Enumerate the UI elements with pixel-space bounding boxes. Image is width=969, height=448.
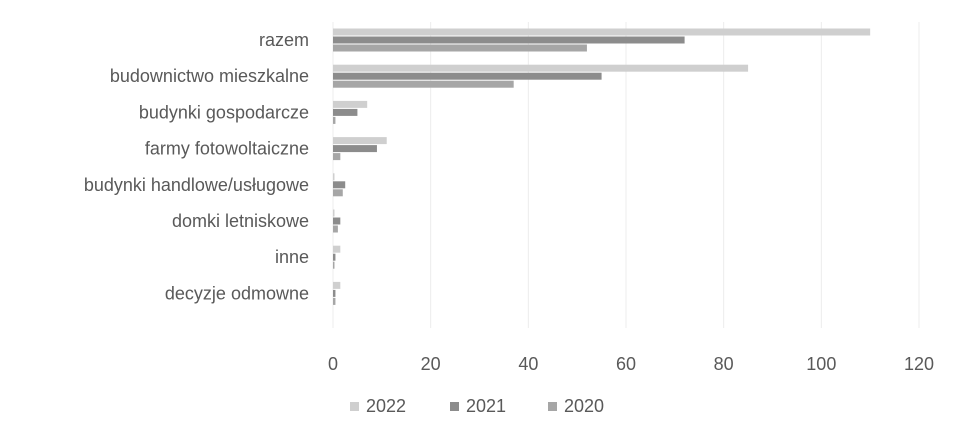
category-label: inne bbox=[275, 247, 309, 267]
bar-2022 bbox=[333, 173, 335, 181]
category-label: razem bbox=[259, 30, 309, 50]
bar-2020 bbox=[333, 225, 338, 233]
bar-2021 bbox=[333, 253, 336, 261]
bar-2021 bbox=[333, 145, 377, 153]
x-tick-label: 100 bbox=[806, 354, 836, 374]
bar-2021 bbox=[333, 36, 685, 44]
category-label: budynki gospodarcze bbox=[139, 102, 309, 122]
category-label: budynki handlowe/usługowe bbox=[84, 175, 309, 195]
bar-2021 bbox=[333, 181, 346, 189]
bar-2022 bbox=[333, 137, 387, 145]
legend-label: 2022 bbox=[366, 396, 406, 416]
bar-2020 bbox=[333, 153, 341, 161]
bars bbox=[333, 28, 871, 305]
bar-2021 bbox=[333, 289, 336, 297]
legend-swatch bbox=[548, 402, 557, 411]
bar-2022 bbox=[333, 281, 341, 289]
x-tick-label: 20 bbox=[421, 354, 441, 374]
legend-label: 2021 bbox=[466, 396, 506, 416]
x-axis-tick-labels: 0 20 40 60 80 100 120 bbox=[328, 354, 934, 374]
legend-label: 2020 bbox=[564, 396, 604, 416]
bar-2021 bbox=[333, 217, 341, 225]
bar-2021 bbox=[333, 72, 602, 80]
x-tick-label: 120 bbox=[904, 354, 934, 374]
category-labels: razem budownictwo mieszkalne budynki gospo… bbox=[84, 30, 309, 303]
bar-2020 bbox=[333, 80, 514, 88]
x-tick-label: 0 bbox=[328, 354, 338, 374]
bar-2020 bbox=[333, 116, 336, 124]
x-tick-label: 60 bbox=[616, 354, 636, 374]
category-label: budownictwo mieszkalne bbox=[110, 66, 309, 86]
x-tick-label: 40 bbox=[518, 354, 538, 374]
bar-2021 bbox=[333, 108, 358, 116]
legend-swatch bbox=[350, 402, 359, 411]
bar-2022 bbox=[333, 100, 368, 108]
bar-2020 bbox=[333, 189, 343, 197]
x-tick-label: 80 bbox=[714, 354, 734, 374]
category-label: decyzje odmowne bbox=[165, 283, 309, 303]
bar-2022 bbox=[333, 28, 871, 36]
bar-2020 bbox=[333, 297, 336, 305]
category-label: domki letniskowe bbox=[172, 211, 309, 231]
legend: 2022 2021 2020 bbox=[350, 396, 604, 416]
bar-2022 bbox=[333, 245, 341, 253]
bar-2022 bbox=[333, 64, 749, 72]
bar-2020 bbox=[333, 261, 335, 269]
bar-2020 bbox=[333, 44, 587, 52]
bar-2022 bbox=[333, 209, 335, 217]
category-label: farmy fotowoltaiczne bbox=[145, 139, 309, 159]
legend-swatch bbox=[450, 402, 459, 411]
